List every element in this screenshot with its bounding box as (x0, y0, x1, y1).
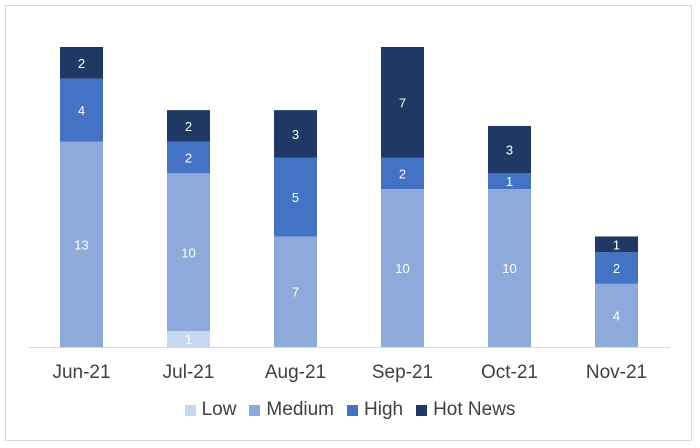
legend-label: Medium (266, 399, 334, 420)
legend-swatch (184, 404, 196, 416)
bar-segment-medium-aug-21 (274, 236, 317, 347)
x-tick-label: Jun-21 (52, 362, 110, 383)
bar-segment-high-oct-21 (488, 173, 531, 190)
bar-segment-hot-news-nov-21 (595, 236, 638, 253)
x-tick-label: Aug-21 (265, 362, 326, 383)
data-label: 4 (613, 308, 620, 323)
bar-segment-high-jul-21 (167, 141, 210, 174)
x-tick-label: Oct-21 (481, 362, 538, 383)
legend-item: High (347, 399, 403, 421)
bar-segment-high-nov-21 (595, 252, 638, 284)
data-label: 13 (74, 237, 88, 252)
data-label: 1 (506, 174, 513, 189)
bar-segment-medium-nov-21 (595, 283, 638, 347)
bar-segment-hot-news-sep-21 (381, 47, 424, 158)
legend-label: Hot News (433, 399, 516, 420)
data-label: 2 (185, 119, 192, 134)
bar-segment-high-aug-21 (274, 157, 317, 237)
data-label: 10 (181, 245, 195, 260)
legend-item: Medium (249, 399, 334, 421)
x-tick-label: Nov-21 (586, 362, 647, 383)
legend-swatch (416, 404, 428, 416)
legend-label: High (364, 399, 404, 420)
bar-segment-medium-jul-21 (167, 173, 210, 332)
legend-label: Low (201, 399, 237, 420)
data-label: 2 (78, 56, 85, 71)
data-label: 1 (185, 332, 192, 347)
bar-segment-high-sep-21 (381, 157, 424, 190)
x-tick-label: Sep-21 (372, 362, 433, 383)
data-label: 10 (502, 261, 516, 276)
data-label: 2 (185, 151, 192, 166)
data-label: 1 (613, 237, 620, 252)
bar-segment-high-jun-21 (60, 78, 103, 142)
chart-frame (5, 5, 692, 441)
legend-swatch (347, 404, 358, 416)
legend-item: Low (184, 399, 237, 421)
chart-legend: Low Medium High Hot News (0, 399, 700, 421)
data-label: 3 (292, 127, 299, 142)
bar-segment-hot-news-aug-21 (274, 110, 317, 158)
data-label: 5 (292, 190, 299, 205)
data-label: 2 (399, 166, 406, 181)
data-label: 4 (78, 103, 85, 118)
bar-segment-medium-sep-21 (381, 189, 424, 347)
data-label: 10 (395, 261, 409, 276)
data-label: 7 (399, 95, 406, 110)
bar-segment-low-jul-21 (167, 331, 210, 347)
bar-segment-medium-jun-21 (60, 141, 103, 347)
legend-item: Hot News (416, 399, 515, 421)
x-tick-label: Jul-21 (163, 362, 215, 383)
bar-segment-hot-news-oct-21 (488, 125, 531, 174)
data-label: 2 (613, 261, 620, 276)
bar-segment-hot-news-jul-21 (167, 110, 210, 142)
data-label: 7 (292, 285, 299, 300)
data-label: 3 (506, 143, 513, 158)
legend-swatch (249, 404, 261, 416)
bar-segment-hot-news-jun-21 (60, 47, 103, 79)
bar-segment-medium-oct-21 (488, 189, 531, 347)
